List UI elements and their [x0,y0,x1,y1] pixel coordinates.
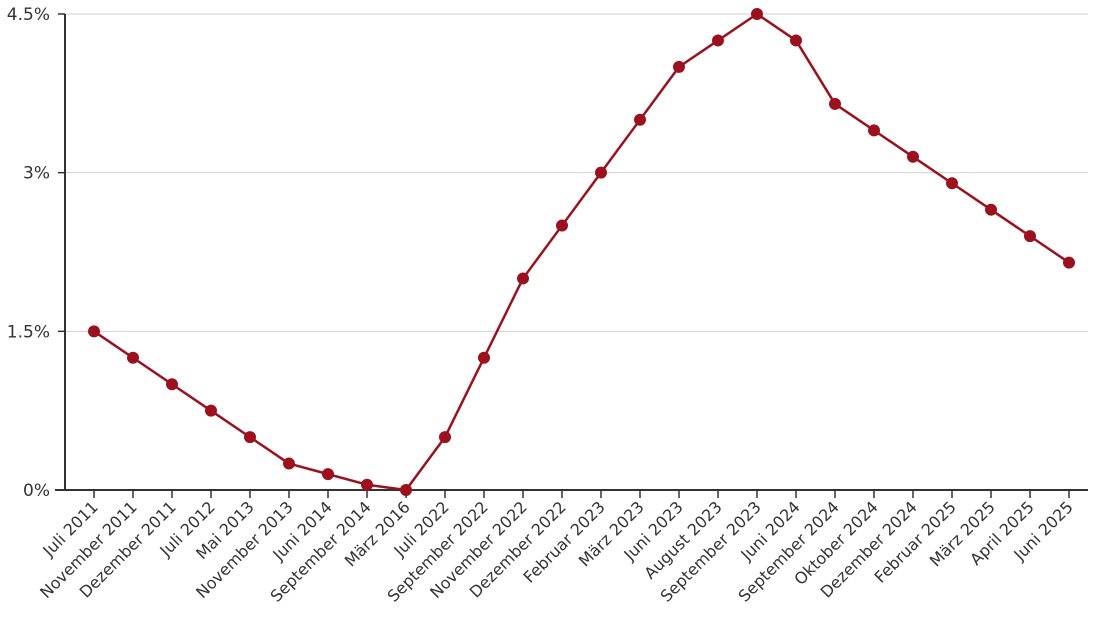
data-point [88,325,100,338]
y-tick-label: 1.5% [7,322,50,342]
data-point [985,203,997,216]
data-point [595,166,607,179]
data-point [907,150,919,163]
data-point [829,97,841,110]
axes [55,14,1088,491]
data-point [400,484,412,496]
data-point [946,177,958,190]
data-point [517,272,529,285]
data-point [634,113,646,126]
data-point [790,34,802,47]
data-point [478,351,490,364]
data-point [283,457,295,470]
data-point [1063,256,1075,269]
data-point [322,468,334,481]
data-point [712,34,724,47]
series-line [93,12,1070,492]
data-point [205,404,217,417]
data-point [673,60,685,73]
data-point [556,219,568,232]
data-point [751,8,763,20]
data-point [439,431,451,444]
y-tick-label: 4.5% [7,5,50,25]
y-tick-labels: 0% 1.5% 3% 4.5% [7,5,65,501]
data-point [1024,230,1036,243]
data-point [166,378,178,391]
y-tick-label: 0% [23,481,50,501]
grid-lines [65,13,1088,332]
data-point [868,124,880,137]
data-point [127,351,139,364]
data-series [88,8,1075,496]
y-tick-label: 3% [23,164,50,184]
data-point [244,431,256,444]
data-point [361,478,373,491]
